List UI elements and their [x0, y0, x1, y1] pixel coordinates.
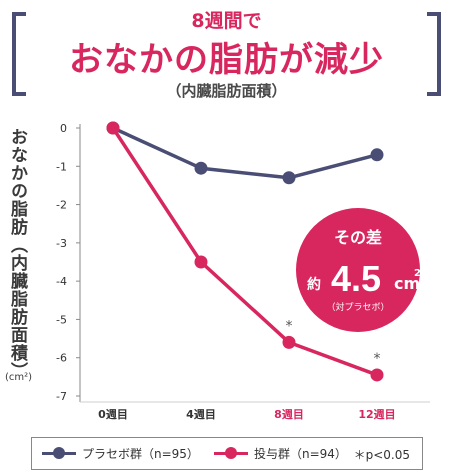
x-tick-label: 0週目	[98, 407, 128, 421]
y-tick-label: -5	[56, 313, 67, 326]
significance-mark: *	[374, 351, 381, 367]
callout-line3: （対プラセボ）	[326, 301, 389, 313]
y-tick-label: -7	[56, 390, 67, 403]
data-point	[194, 161, 208, 175]
legend-significance-note: ＊p<0.05	[353, 448, 410, 462]
y-axis-unit: (cm²)	[5, 372, 33, 383]
left-bracket	[12, 12, 26, 96]
data-point	[106, 121, 120, 135]
x-tick-label: 12週目	[358, 407, 395, 421]
y-tick-label: -3	[56, 237, 67, 250]
callout-prefix: 約	[307, 276, 321, 293]
chart-subtitle: 8週間で	[191, 10, 262, 32]
legend-swatch-placebo	[42, 447, 76, 459]
y-tick-label: 0	[60, 122, 67, 135]
callout-value: 4.5	[331, 258, 381, 299]
difference-callout	[296, 208, 420, 332]
series-line-0	[112, 126, 378, 180]
y-tick-label: -2	[56, 199, 67, 212]
chart-note: （内臓脂肪面積）	[166, 82, 287, 100]
legend-label-treatment: 投与群（n=94）	[254, 447, 347, 461]
callout-unit: cm	[394, 274, 420, 293]
significance-mark: *	[286, 318, 293, 334]
y-tick-label: -4	[56, 275, 67, 288]
legend-item-treatment: 投与群（n=94）	[214, 445, 347, 462]
legend-swatch-treatment	[214, 447, 248, 459]
legend-item-placebo: プラセボ群（n=95）	[42, 445, 199, 462]
series-line-1	[111, 127, 378, 377]
y-tick-label: -1	[56, 160, 67, 173]
callout-unit-sup: 2	[414, 268, 421, 279]
legend-label-placebo: プラセボ群（n=95）	[82, 447, 199, 461]
chart-title: おなかの脂肪が減少	[69, 40, 384, 80]
data-point	[370, 148, 384, 162]
callout-line1: その差	[334, 228, 382, 247]
data-point	[282, 335, 296, 349]
right-bracket	[427, 12, 441, 96]
data-point	[370, 368, 384, 382]
data-point	[282, 171, 296, 185]
x-tick-label: 4週目	[186, 407, 216, 421]
legend: プラセボ群（n=95） 投与群（n=94） ＊p<0.05	[31, 437, 423, 470]
data-point	[194, 255, 208, 269]
y-tick-label: -6	[56, 352, 67, 365]
x-tick-label: 8週目	[274, 407, 304, 421]
y-axis-label: おなかの脂肪（内臓脂肪面積）	[7, 128, 27, 380]
